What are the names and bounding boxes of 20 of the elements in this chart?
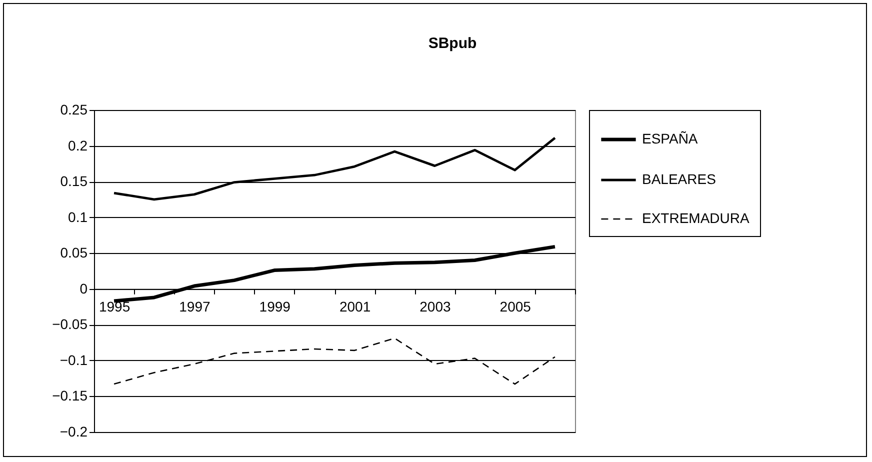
- y-tick-label: 0.15: [60, 173, 88, 190]
- y-tick-label: −0.05: [52, 316, 88, 332]
- y-tick-label: −0.2: [60, 424, 88, 440]
- x-tick-label: 1999: [259, 298, 291, 314]
- y-tick-label: 0.25: [60, 102, 88, 118]
- y-tick-label: 0.05: [60, 244, 88, 261]
- y-tick-label: 0: [80, 280, 88, 296]
- y-tick-label: 0.2: [68, 137, 88, 154]
- chart-title: SBpub: [428, 35, 477, 52]
- x-tick-label: 2003: [420, 298, 451, 314]
- y-tick-label: −0.1: [60, 352, 88, 368]
- legend-label: EXTREMADURA: [642, 210, 750, 226]
- y-tick-label: −0.15: [52, 388, 88, 404]
- legend-label: BALEARES: [642, 171, 716, 187]
- legend-label: ESPAÑA: [642, 130, 698, 146]
- x-tick-label: 2005: [500, 298, 532, 314]
- x-tick-label: 1995: [98, 298, 130, 314]
- y-tick-label: 0.1: [68, 208, 88, 225]
- x-tick-label: 1997: [179, 298, 210, 314]
- x-tick-label: 2001: [339, 298, 371, 314]
